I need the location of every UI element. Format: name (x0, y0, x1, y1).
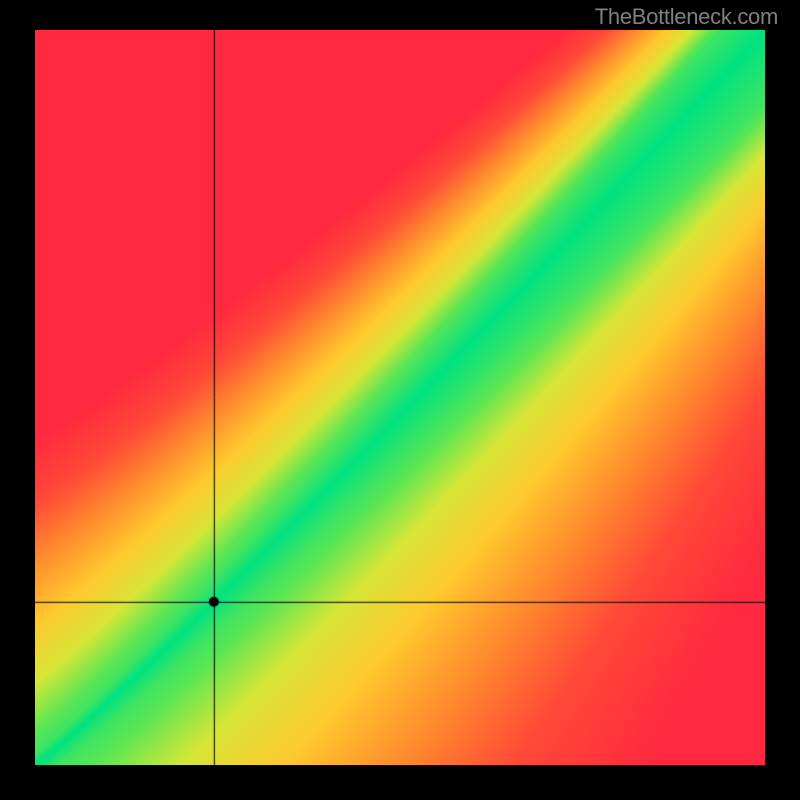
heatmap-plot (35, 30, 765, 765)
watermark-text: TheBottleneck.com (595, 4, 778, 30)
heatmap-canvas (35, 30, 765, 765)
